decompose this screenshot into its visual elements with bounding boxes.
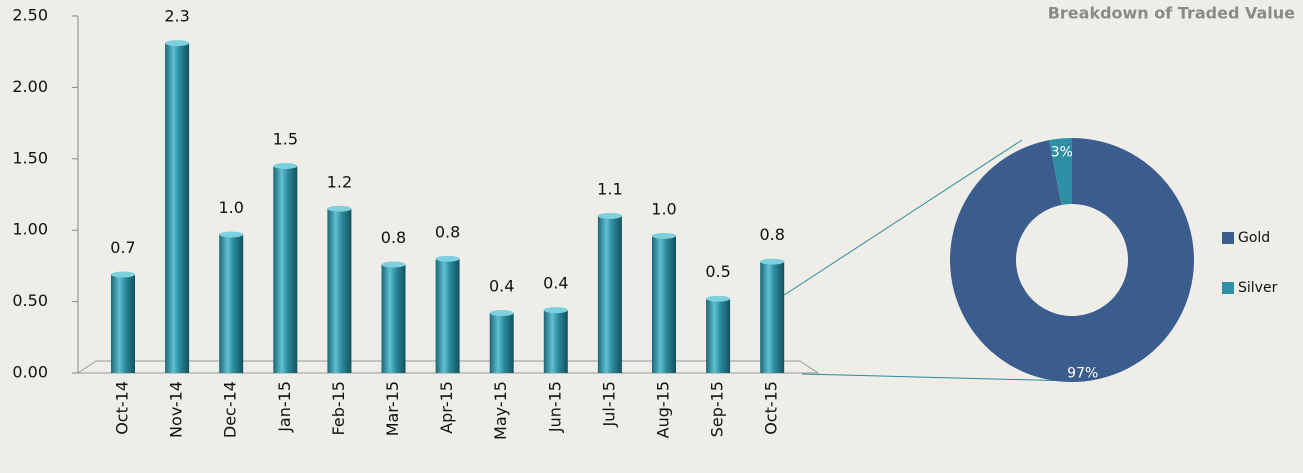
data-label: 1.0 (651, 199, 676, 218)
x-tick-label: Feb-15 (329, 381, 348, 435)
bar-cap (219, 231, 244, 238)
bar (381, 264, 406, 373)
donut-slice (1049, 138, 1072, 205)
bar (273, 165, 298, 373)
bar-cap (111, 271, 135, 278)
bar (706, 298, 731, 373)
connector (783, 139, 1023, 296)
x-tick-label: Oct-14 (113, 381, 132, 435)
data-label: 1.1 (597, 179, 622, 198)
y-tick-label: 2.00 (12, 77, 48, 96)
bar-cap (381, 261, 406, 268)
bar (652, 235, 676, 373)
legend-label: Gold (1238, 230, 1270, 246)
bar-cap (597, 212, 622, 219)
bar-cap (435, 255, 460, 262)
y-tick-label: 2.50 (12, 6, 48, 25)
connector (802, 373, 1073, 382)
bar (327, 208, 352, 373)
bar (111, 274, 135, 373)
x-tick-label: Mar-15 (383, 381, 402, 436)
x-tick-label: Nov-14 (167, 381, 186, 438)
data-label: 1.2 (327, 172, 352, 191)
chart-title: Breakdown of Traded Value (1048, 4, 1295, 23)
bar (543, 310, 568, 373)
bar (219, 234, 244, 373)
slice-label: 97% (1067, 365, 1098, 381)
y-tick-label: 1.00 (12, 220, 48, 239)
legend-swatch (1222, 282, 1234, 294)
bar (435, 258, 460, 373)
bar (489, 313, 514, 373)
y-tick-label: 0.50 (12, 291, 48, 310)
bar-cap (273, 162, 298, 169)
x-tick-label: Jan-15 (275, 381, 294, 433)
data-label: 0.5 (705, 262, 730, 281)
x-tick-label: Oct-15 (762, 381, 781, 435)
bar-cap (652, 232, 676, 239)
data-label: 0.4 (543, 274, 568, 293)
donut-slice (949, 138, 1194, 382)
x-tick-label: Jul-15 (599, 381, 618, 427)
bar-cap (165, 40, 190, 47)
bar-cap (489, 310, 514, 317)
floor (76, 360, 820, 374)
x-tick-label: Sep-15 (708, 381, 727, 437)
y-tick-label: 1.50 (12, 148, 48, 167)
legend-label: Silver (1238, 280, 1278, 296)
bar-cap (706, 295, 731, 302)
x-tick-label: Dec-14 (221, 381, 240, 438)
data-label: 0.8 (435, 222, 460, 241)
legend-swatch (1222, 232, 1234, 244)
data-label: 0.8 (381, 228, 406, 247)
x-tick-label: Aug-15 (654, 381, 673, 438)
bar (165, 43, 190, 374)
data-label: 0.8 (759, 225, 784, 244)
data-label: 0.4 (489, 277, 514, 296)
data-label: 1.5 (273, 129, 298, 148)
data-label: 0.7 (110, 238, 135, 257)
x-tick-label: Apr-15 (437, 381, 456, 434)
slice-label: 3% (1051, 144, 1073, 160)
x-tick-label: Jun-15 (545, 381, 564, 433)
x-tick-label: May-15 (491, 381, 510, 440)
bar-cap (327, 205, 352, 212)
y-tick-label: 0.00 (12, 363, 48, 382)
bar (597, 215, 622, 373)
bar (760, 261, 785, 373)
data-label: 1.0 (218, 198, 243, 217)
data-label: 2.3 (164, 7, 189, 26)
bar-cap (543, 307, 568, 314)
bar-cap (760, 258, 785, 265)
